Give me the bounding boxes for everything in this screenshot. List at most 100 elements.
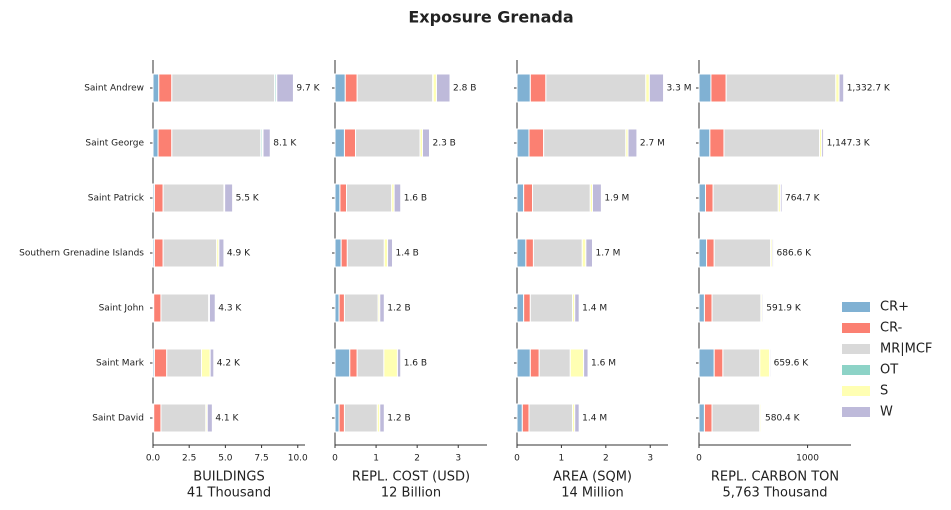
bar-segment xyxy=(516,183,525,213)
value-label: 580.4 K xyxy=(765,414,801,424)
bar-segment xyxy=(574,293,580,323)
x-tick-label: 3 xyxy=(647,454,653,464)
value-label: 8.1 K xyxy=(273,139,297,149)
y-tick-label: Southern Grenadine Islands xyxy=(19,249,144,259)
bar-segment xyxy=(528,128,545,158)
bar-segment xyxy=(516,73,531,103)
bar-segment xyxy=(160,293,210,323)
bar-segment xyxy=(340,238,348,268)
bar-segment xyxy=(698,73,712,103)
x-tick-label: 0 xyxy=(514,454,520,464)
bar-segment xyxy=(435,73,451,103)
y-tick-label: Saint Mark xyxy=(96,359,145,369)
bar-segment xyxy=(528,403,574,433)
bar-segment xyxy=(516,293,525,323)
x-tick-label: 7.5 xyxy=(254,454,268,464)
bar-segment xyxy=(338,293,345,323)
x-axis-total: 5,763 Thousand xyxy=(723,486,828,501)
legend-label: OT xyxy=(880,363,898,378)
y-tick-label: Saint George xyxy=(85,139,144,149)
bar-segment xyxy=(581,238,587,268)
bar-segment xyxy=(698,403,705,433)
bar-segment xyxy=(171,73,276,103)
value-label: 1.6 B xyxy=(404,194,427,204)
x-tick-label: 2 xyxy=(603,454,609,464)
value-label: 4.2 K xyxy=(217,359,241,369)
y-tick-label: Saint Patrick xyxy=(88,194,145,204)
bar-segment xyxy=(698,238,708,268)
bar-segment xyxy=(529,293,574,323)
bar-segment xyxy=(152,73,160,103)
bar-segment xyxy=(645,73,650,103)
bar-segment xyxy=(585,238,594,268)
bar-segment xyxy=(711,403,761,433)
legend-label: MR|MCF xyxy=(880,342,932,357)
x-tick-label: 1000 xyxy=(796,454,819,464)
bar-segment xyxy=(383,348,398,378)
bar-segment xyxy=(706,238,715,268)
bar-segment xyxy=(334,403,340,433)
bar-segment xyxy=(334,128,345,158)
bar-segment xyxy=(723,128,821,158)
bar-segment xyxy=(171,128,262,158)
y-tick-label: Saint John xyxy=(99,304,144,314)
bar-segment xyxy=(698,128,711,158)
x-tick-label: 0 xyxy=(332,454,338,464)
bar-segment xyxy=(525,238,534,268)
y-tick-label: Saint David xyxy=(92,414,144,424)
bar-segment xyxy=(355,128,421,158)
bar-segment xyxy=(379,403,385,433)
bar-segment xyxy=(334,183,341,213)
value-label: 1,332.7 K xyxy=(847,84,891,94)
bar-segment xyxy=(160,403,207,433)
x-axis-total: 14 Million xyxy=(561,486,624,501)
x-tick-label: 0 xyxy=(696,454,702,464)
legend-label: W xyxy=(880,405,893,420)
bar-segment xyxy=(529,73,547,103)
value-label: 4.3 K xyxy=(218,304,242,314)
bar-segment xyxy=(356,348,385,378)
bar-segment xyxy=(703,293,713,323)
x-tick-label: 1 xyxy=(559,454,565,464)
bar-segment xyxy=(529,348,540,378)
bar-segment xyxy=(516,403,523,433)
bar-segment xyxy=(157,128,173,158)
bar-segment xyxy=(153,293,162,323)
value-label: 2.7 M xyxy=(640,139,665,149)
value-label: 1,147.3 K xyxy=(827,139,871,149)
bar-segment xyxy=(344,73,358,103)
bar-segment xyxy=(343,403,378,433)
bar-segment xyxy=(396,348,402,378)
bar-segment xyxy=(532,183,591,213)
value-label: 1.6 B xyxy=(404,359,427,369)
chart-title: Exposure Grenada xyxy=(408,8,573,27)
x-axis-label: REPL. CARBON TON xyxy=(711,470,839,485)
bar-segment xyxy=(545,73,647,103)
bar-segment xyxy=(769,348,772,378)
bar-segment xyxy=(521,403,530,433)
x-tick-label: 3 xyxy=(455,454,461,464)
value-label: 1.2 B xyxy=(387,414,410,424)
bar-segment xyxy=(152,128,159,158)
bar-segment xyxy=(422,128,430,158)
bar-segment xyxy=(334,293,340,323)
bar-segment xyxy=(574,403,580,433)
bar-segment xyxy=(334,73,346,103)
x-axis-label: AREA (SQM) xyxy=(553,470,632,485)
legend-swatch xyxy=(842,302,870,312)
bar-segment xyxy=(703,403,713,433)
x-axis-total: 12 Billion xyxy=(381,486,441,501)
bar-segment xyxy=(779,183,783,213)
bar-segment xyxy=(698,348,715,378)
bar-segment xyxy=(838,73,845,103)
x-tick-label: 2.5 xyxy=(182,454,196,464)
bar-segment xyxy=(166,348,202,378)
bar-segment xyxy=(153,238,164,268)
value-label: 1.4 M xyxy=(582,304,607,314)
legend-swatch xyxy=(842,407,870,417)
bar-segment xyxy=(523,183,534,213)
y-tick-label: Saint Andrew xyxy=(84,84,144,94)
legend-label: CR- xyxy=(880,321,903,336)
legend-swatch xyxy=(842,344,870,354)
